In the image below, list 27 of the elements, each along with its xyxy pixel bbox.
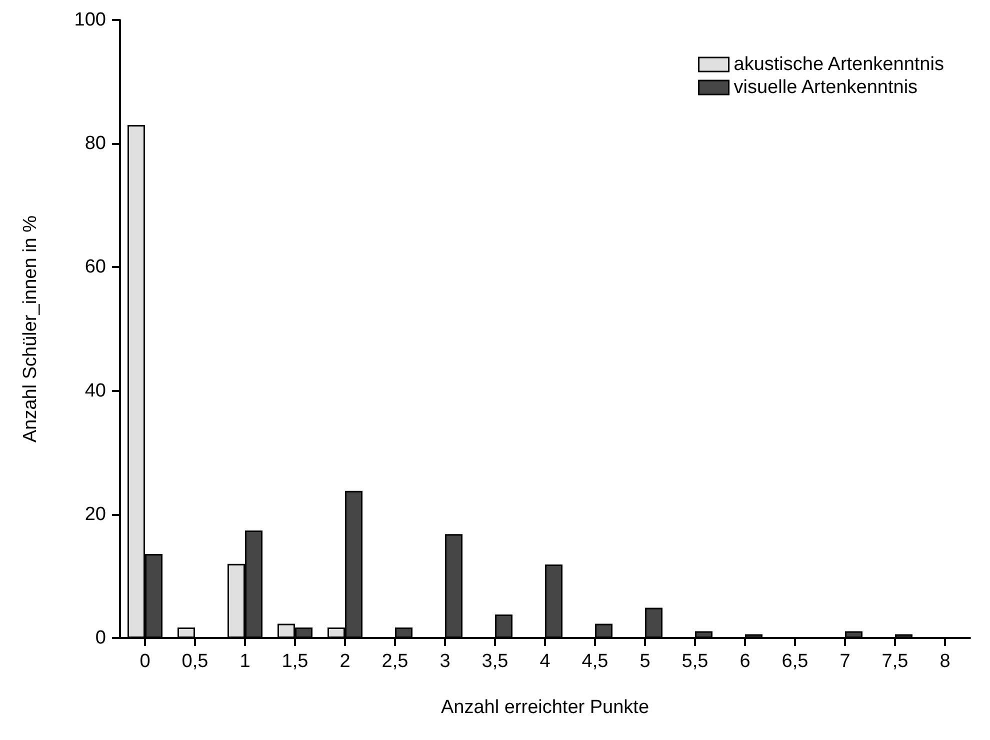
x-tick-label: 5,5 [682, 651, 708, 672]
x-tick-label: 7 [840, 651, 850, 672]
x-tick-label: 5 [640, 651, 650, 672]
x-tick-label: 4,5 [582, 651, 608, 672]
y-tick-label: 80 [84, 133, 106, 154]
y-tick-label: 20 [84, 504, 106, 525]
x-tick-label: 6,5 [782, 651, 808, 672]
y-tick-label: 40 [84, 380, 106, 402]
y-tick-label: 100 [74, 10, 106, 30]
x-tick-label: 8 [940, 651, 950, 672]
x-axis-title: Anzahl erreichter Punkte [440, 697, 650, 718]
y-axis-title: Anzahl Schüler_innen in % [20, 215, 41, 443]
y-tick-label: 0 [95, 628, 106, 648]
x-tick-label: 1 [240, 651, 250, 672]
legend-label: visuelle Artenkenntnis [734, 77, 918, 98]
x-tick-label: 1,5 [282, 651, 308, 672]
y-tick-label: 60 [84, 256, 106, 278]
x-tick-label: 0 [140, 651, 150, 672]
x-tick-label: 3 [440, 651, 450, 672]
x-tick-label: 4 [540, 651, 551, 672]
x-tick-label: 0,5 [182, 651, 208, 672]
x-tick-label: 2,5 [382, 651, 408, 672]
x-tick-label: 3,5 [482, 651, 508, 672]
x-tick-label: 7,5 [882, 651, 908, 672]
x-tick-label: 6 [740, 651, 750, 672]
x-tick-label: 2 [340, 651, 350, 672]
legend-label: akustische Artenkenntnis [734, 54, 944, 75]
